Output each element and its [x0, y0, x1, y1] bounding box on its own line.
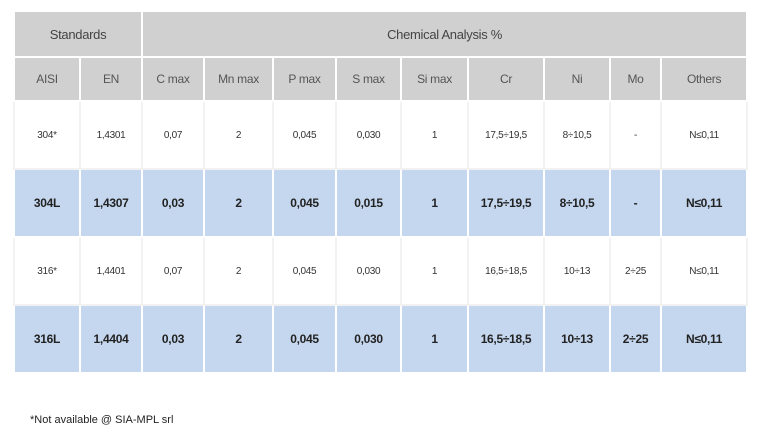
column-header-ni: Ni: [543, 56, 611, 102]
table-cell: 2: [203, 100, 274, 170]
table-cell: 0,045: [272, 100, 337, 170]
table-cell: 0,07: [141, 236, 205, 306]
column-header-c-max: C max: [141, 56, 205, 102]
table-cell: 10÷13: [543, 236, 611, 306]
column-header-row: AISI EN C max Mn max P max S max Si max Cr Ni Mo O…: [13, 56, 749, 102]
column-header-aisi: AISI: [13, 56, 81, 102]
table-cell: 10÷13: [543, 304, 611, 374]
table-cell: 1: [400, 236, 469, 306]
column-header-en: EN: [79, 56, 143, 102]
table-cell: 0,045: [272, 168, 337, 238]
table-cell: 1,4401: [79, 236, 143, 306]
table-cell: 2÷25: [609, 304, 662, 374]
table-cell: 316*: [13, 236, 81, 306]
table-cell: 0,015: [335, 168, 402, 238]
table-cell: 2: [203, 304, 274, 374]
table-cell: N≤0,11: [659, 168, 749, 238]
table-cell: 0,045: [272, 236, 337, 306]
table-cell: 8÷10,5: [543, 168, 611, 238]
column-header-s-max: S max: [335, 56, 402, 102]
table-cell: 316L: [13, 304, 81, 374]
chemical-analysis-header: Chemical Analysis %: [140, 10, 749, 58]
table-cell: -: [609, 100, 662, 170]
column-header-p-max: P max: [272, 56, 337, 102]
table-cell: 16,5÷18,5: [467, 236, 545, 306]
table-cell: 1,4301: [79, 100, 143, 170]
table-cell: 304L: [13, 168, 81, 238]
table-cell: N≤0,11: [659, 100, 749, 170]
column-header-mn-max: Mn max: [203, 56, 274, 102]
table-cell: 0,045: [272, 304, 337, 374]
table-cell: 2: [203, 236, 274, 306]
table-cell: 1: [400, 168, 469, 238]
table-cell: 8÷10,5: [543, 100, 611, 170]
table-cell: 1: [400, 100, 469, 170]
standards-header: Standards: [13, 10, 143, 58]
table-cell: 16,5÷18,5: [467, 304, 545, 374]
table-cell: 2: [203, 168, 274, 238]
column-header-others: Others: [659, 56, 749, 102]
table-row: 304* 1,4301 0,07 2 0,045 0,030 1 17,5÷19,5 8÷10,…: [13, 100, 749, 170]
table-cell: 17,5÷19,5: [467, 168, 545, 238]
table-cell: 304*: [13, 100, 81, 170]
table-cell: 0,07: [141, 100, 205, 170]
column-header-cr: Cr: [467, 56, 545, 102]
column-header-si-max: Si max: [400, 56, 469, 102]
table-cell: 1,4404: [79, 304, 143, 374]
column-header-mo: Mo: [609, 56, 662, 102]
table-row: 316* 1,4401 0,07 2 0,045 0,030 1 16,5÷18,5 10÷13…: [13, 236, 749, 306]
table-cell: 2÷25: [609, 236, 662, 306]
table-cell: 17,5÷19,5: [467, 100, 545, 170]
table-row: 304L 1,4307 0,03 2 0,045 0,015 1 17,5÷19,5 8÷10,…: [13, 168, 749, 238]
table-cell: 1,4307: [79, 168, 143, 238]
group-header-row: Standards Chemical Analysis %: [13, 10, 749, 58]
table-cell: N≤0,11: [659, 236, 749, 306]
table-cell: 0,030: [335, 236, 402, 306]
table-cell: 0,030: [335, 304, 402, 374]
table-cell: -: [609, 168, 662, 238]
table-cell: 0,030: [335, 100, 402, 170]
chemical-analysis-table: Standards Chemical Analysis % AISI EN C ma…: [13, 10, 749, 374]
footnote: *Not available @ SIA-MPL srl: [30, 414, 174, 426]
table-cell: 0,03: [141, 168, 205, 238]
table-cell: N≤0,11: [659, 304, 749, 374]
table-cell: 1: [400, 304, 469, 374]
table-cell: 0,03: [141, 304, 205, 374]
table-row: 316L 1,4404 0,03 2 0,045 0,030 1 16,5÷18,5 10÷13…: [13, 304, 749, 374]
